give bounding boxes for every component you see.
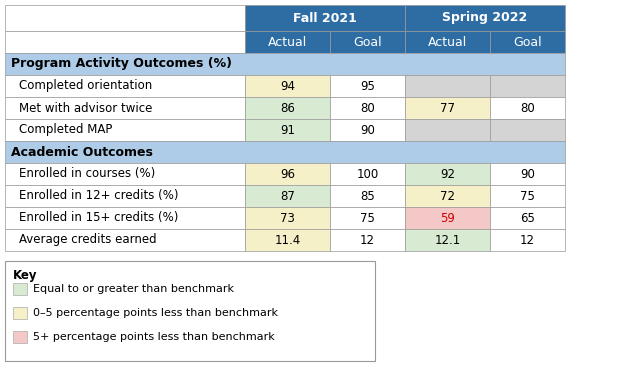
Text: 94: 94 [280,79,295,92]
Bar [245,5,405,31]
Text: 96: 96 [280,167,295,181]
Bar [330,75,405,97]
Bar [330,207,405,229]
Bar [245,97,330,119]
Bar [405,5,565,31]
Bar [330,229,405,251]
Text: 65: 65 [520,211,535,224]
Text: 75: 75 [520,189,535,203]
Text: 5+ percentage points less than benchmark: 5+ percentage points less than benchmark [33,332,275,342]
Bar [490,31,565,53]
Text: 85: 85 [360,189,375,203]
Bar [490,207,565,229]
Bar [490,163,565,185]
Text: Enrolled in 12+ credits (%): Enrolled in 12+ credits (%) [19,189,178,203]
Text: 12: 12 [520,233,535,246]
Bar [245,229,330,251]
Text: Met with advisor twice: Met with advisor twice [19,102,152,114]
Text: 90: 90 [360,124,375,137]
Bar [5,261,375,361]
Bar [5,185,245,207]
Text: Completed MAP: Completed MAP [19,124,112,137]
Bar [245,75,330,97]
Text: 92: 92 [440,167,455,181]
Text: 73: 73 [280,211,295,224]
Bar [330,97,405,119]
Bar [13,331,27,343]
Text: 0–5 percentage points less than benchmark: 0–5 percentage points less than benchmar… [33,308,278,318]
Text: Spring 2022: Spring 2022 [442,12,528,25]
Bar [490,75,565,97]
Text: Enrolled in 15+ credits (%): Enrolled in 15+ credits (%) [19,211,178,224]
Text: Program Activity Outcomes (%): Program Activity Outcomes (%) [11,57,232,70]
Bar [245,207,330,229]
Bar [245,163,330,185]
Text: Average credits earned: Average credits earned [19,233,157,246]
Text: 72: 72 [440,189,455,203]
Bar [5,163,245,185]
Text: 87: 87 [280,189,295,203]
Text: 95: 95 [360,79,375,92]
Text: 12.1: 12.1 [434,233,461,246]
Text: 90: 90 [520,167,535,181]
Text: 12: 12 [360,233,375,246]
Bar [490,185,565,207]
Text: 75: 75 [360,211,375,224]
Bar [405,163,490,185]
Bar [330,31,405,53]
Bar [5,229,245,251]
Text: Enrolled in courses (%): Enrolled in courses (%) [19,167,155,181]
Bar [490,119,565,141]
Text: 77: 77 [440,102,455,114]
Bar [405,229,490,251]
Bar [5,53,565,75]
Bar [5,31,245,53]
Text: 80: 80 [360,102,375,114]
Bar [405,185,490,207]
Bar [5,207,245,229]
Bar [5,75,245,97]
Text: Equal to or greater than benchmark: Equal to or greater than benchmark [33,284,234,294]
Bar [5,119,245,141]
Text: Actual: Actual [428,35,467,49]
Bar [405,119,490,141]
Text: Completed orientation: Completed orientation [19,79,152,92]
Text: 86: 86 [280,102,295,114]
Text: Goal: Goal [513,35,542,49]
Bar [13,283,27,295]
Bar [490,97,565,119]
Bar [490,229,565,251]
Text: Academic Outcomes: Academic Outcomes [11,146,153,159]
Bar [330,185,405,207]
Bar [5,97,245,119]
Bar [5,5,245,31]
Text: Actual: Actual [268,35,307,49]
Bar [13,307,27,319]
Text: Key: Key [13,268,38,281]
Text: 11.4: 11.4 [275,233,301,246]
Bar [405,75,490,97]
Bar [5,141,565,163]
Text: 59: 59 [440,211,455,224]
Text: 80: 80 [520,102,535,114]
Bar [330,119,405,141]
Bar [245,185,330,207]
Text: Goal: Goal [353,35,382,49]
Text: 91: 91 [280,124,295,137]
Text: 100: 100 [357,167,379,181]
Bar [405,31,490,53]
Bar [245,31,330,53]
Text: Fall 2021: Fall 2021 [293,12,357,25]
Bar [330,163,405,185]
Bar [245,119,330,141]
Bar [405,97,490,119]
Bar [405,207,490,229]
